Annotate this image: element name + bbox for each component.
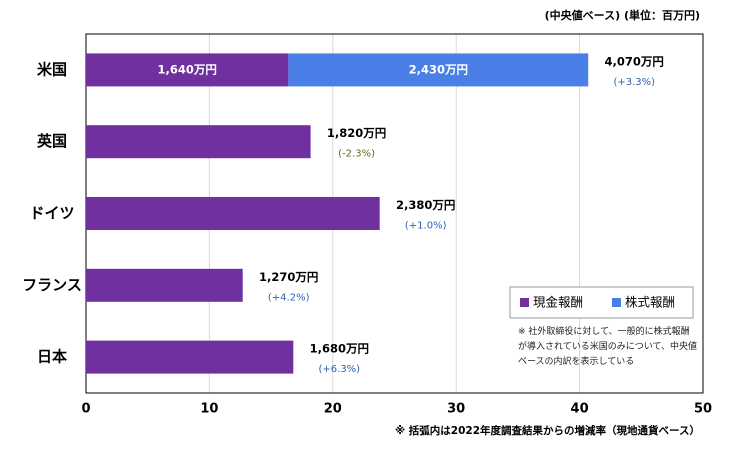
total-label: 4,070万円 [605, 54, 664, 68]
change-label: (+3.3%) [613, 77, 655, 88]
bar [86, 197, 380, 230]
value-label: 2,430万円 [409, 62, 468, 76]
bar [288, 53, 589, 87]
footnote: ※ 括弧内は2022年度調査結果からの増減率（現地通貨ベース） [395, 424, 700, 437]
y-tick-label: ドイツ [29, 204, 74, 222]
value-label: 1,820万円 [327, 126, 386, 140]
x-tick-label: 30 [447, 402, 465, 417]
bar [86, 53, 289, 87]
bar [86, 268, 243, 302]
change-label: (+4.2%) [268, 292, 310, 303]
bar [86, 125, 311, 159]
legend-label: 現金報酬 [533, 295, 583, 310]
x-tick-label: 50 [694, 402, 712, 417]
legend-swatch [520, 298, 529, 307]
value-label: 2,380万円 [396, 198, 455, 212]
change-label: (-2.3%) [338, 149, 375, 160]
x-tick-label: 0 [81, 402, 90, 417]
value-label: 1,640万円 [157, 62, 216, 76]
y-tick-label: 日本 [37, 348, 67, 366]
y-tick-label: フランス [22, 276, 82, 294]
change-label: (+6.3%) [319, 364, 361, 375]
change-label: (+1.0%) [405, 221, 447, 232]
y-tick-label: 米国 [37, 60, 67, 78]
x-tick-label: 40 [571, 402, 589, 417]
unit-note: (中央値ベース) (単位：百万円) [545, 8, 700, 22]
legend-swatch [612, 298, 621, 307]
bar [86, 340, 294, 374]
value-label: 1,680万円 [310, 342, 369, 356]
legend-label: 株式報酬 [625, 295, 675, 310]
legend-note: ※ 社外取締役に対して、一般的に株式報酬が導入されている米国のみについて、中央値… [518, 327, 698, 367]
value-label: 1,270万円 [259, 270, 318, 284]
x-tick-label: 20 [324, 402, 342, 417]
legend-box [509, 286, 694, 319]
y-tick-label: 英国 [37, 132, 67, 150]
x-tick-label: 10 [200, 402, 218, 417]
